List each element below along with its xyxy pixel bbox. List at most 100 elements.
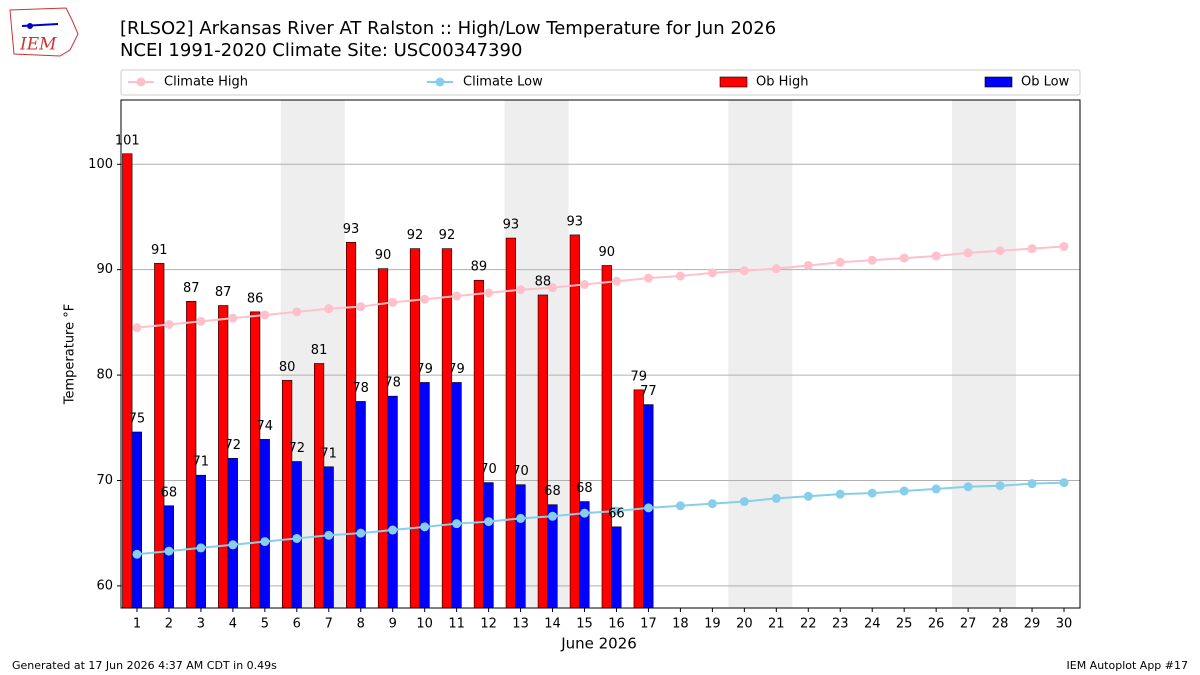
line-marker: [643, 503, 653, 513]
data-label: 77: [640, 384, 657, 399]
x-tick-label: 25: [896, 617, 913, 632]
data-label: 79: [630, 369, 647, 384]
data-label: 68: [161, 485, 178, 500]
x-tick-label: 15: [576, 617, 593, 632]
bar: [250, 311, 261, 609]
x-tick-label: 6: [293, 617, 301, 632]
bar: [154, 263, 165, 609]
x-tick-label: 4: [229, 617, 237, 632]
line-marker: [867, 255, 877, 265]
bar: [227, 458, 238, 609]
line-marker: [292, 533, 302, 543]
legend-label: Ob Low: [1021, 75, 1070, 90]
chart-title: [RLSO2] Arkansas River AT Ralston :: Hig…: [120, 18, 776, 39]
bar: [387, 395, 398, 609]
line-marker: [452, 519, 462, 529]
bar: [473, 279, 485, 609]
bar: [355, 401, 366, 609]
line-marker: [611, 506, 621, 516]
line-marker: [580, 279, 590, 289]
line-marker: [548, 511, 558, 521]
weekend-band: [728, 100, 793, 608]
x-tick-label: 18: [672, 617, 689, 632]
bar: [282, 380, 293, 609]
x-tick-label: 16: [608, 617, 625, 632]
bar: [419, 382, 430, 609]
data-label: 78: [352, 381, 369, 396]
line-marker: [1059, 478, 1069, 488]
data-label: 80: [279, 360, 296, 375]
line-marker: [516, 285, 526, 295]
line-marker: [835, 489, 845, 499]
line-marker: [739, 497, 749, 507]
line-marker: [228, 540, 238, 550]
line-marker: [324, 304, 334, 314]
legend-label: Climate High: [164, 75, 248, 90]
data-label: 87: [183, 281, 200, 296]
y-axis-label: Temperature °F: [63, 304, 78, 405]
bar: [537, 294, 548, 609]
bar: [122, 153, 133, 609]
logo-outline: [9, 7, 79, 57]
line-marker: [963, 248, 973, 258]
bar: [569, 234, 580, 609]
bar: [313, 363, 325, 609]
legend-swatch: [719, 76, 748, 88]
data-label: 91: [151, 243, 168, 258]
line-marker: [132, 549, 142, 559]
data-label: 81: [311, 343, 328, 358]
legend-label: Ob High: [756, 75, 809, 90]
line-marker: [484, 517, 494, 527]
x-axis-label: June 2026: [560, 635, 637, 653]
legend-swatch-marker: [136, 77, 146, 87]
x-tick-label: 11: [448, 617, 465, 632]
line-marker: [803, 491, 813, 501]
line-marker: [516, 513, 526, 523]
bar: [195, 474, 206, 609]
line-marker: [484, 288, 494, 298]
logo: IEM: [9, 7, 79, 57]
line-marker: [1059, 241, 1069, 251]
line-marker: [420, 294, 430, 304]
bar: [345, 241, 357, 609]
line-marker: [931, 251, 941, 261]
data-label: 74: [256, 419, 273, 434]
x-tick-label: 20: [736, 617, 753, 632]
line-marker: [899, 253, 909, 263]
line-marker: [675, 271, 685, 281]
x-tick-label: 12: [480, 617, 497, 632]
line-marker: [675, 501, 685, 511]
bar: [131, 431, 142, 609]
y-tick-label: 70: [96, 473, 113, 488]
bar: [163, 505, 174, 609]
data-label: 93: [343, 222, 360, 237]
x-tick-label: 21: [768, 617, 785, 632]
data-label: 87: [215, 285, 232, 300]
line-marker: [452, 291, 462, 301]
line-marker: [803, 260, 813, 270]
data-label: 66: [608, 506, 625, 521]
data-label: 70: [480, 462, 497, 477]
bar: [505, 237, 516, 609]
line-marker: [164, 319, 174, 329]
data-label: 88: [535, 274, 552, 289]
plot-frame: [120, 99, 1081, 609]
x-tick-label: 23: [832, 617, 849, 632]
line-marker: [739, 266, 749, 276]
line-marker: [867, 488, 877, 498]
line-marker: [771, 493, 781, 503]
x-tick-label: 26: [928, 617, 945, 632]
line-marker: [771, 264, 781, 274]
line-marker: [707, 268, 717, 278]
x-tick-label: 1: [133, 617, 141, 632]
x-tick-label: 13: [512, 617, 529, 632]
y-tick-label: 60: [96, 578, 113, 593]
line-marker: [260, 310, 270, 320]
x-tick-label: 3: [197, 617, 205, 632]
line-marker: [580, 508, 590, 518]
weekend-band: [952, 100, 1016, 608]
x-tick-label: 8: [357, 617, 365, 632]
data-label: 86: [247, 291, 264, 306]
data-label: 79: [416, 362, 433, 377]
bar: [611, 526, 622, 609]
